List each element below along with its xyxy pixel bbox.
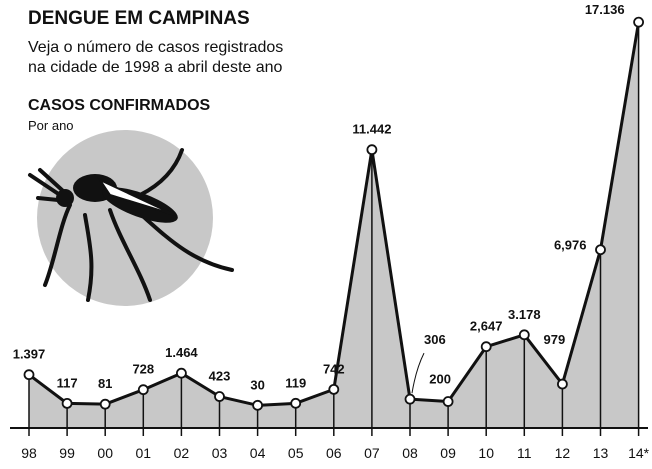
x-tick-label: 11 bbox=[517, 445, 532, 461]
point bbox=[444, 397, 453, 406]
point bbox=[558, 380, 567, 389]
x-tick-label: 03 bbox=[212, 445, 228, 461]
x-tick-label: 07 bbox=[364, 445, 380, 461]
value-label: 200 bbox=[429, 372, 451, 387]
value-label: 2,647 bbox=[470, 319, 503, 334]
point bbox=[215, 392, 224, 401]
point bbox=[139, 385, 148, 394]
value-label: 1.397 bbox=[13, 347, 46, 362]
point bbox=[329, 385, 338, 394]
x-tick-label: 08 bbox=[402, 445, 418, 461]
x-tick-label: 12 bbox=[555, 445, 571, 461]
value-label: 306 bbox=[424, 332, 446, 347]
x-tick-label: 09 bbox=[440, 445, 456, 461]
chart-title: DENGUE EM CAMPINAS bbox=[28, 8, 250, 29]
chart: DENGUE EM CAMPINAS Veja o número de caso… bbox=[0, 0, 652, 469]
x-tick-label: 04 bbox=[250, 445, 266, 461]
point bbox=[253, 401, 262, 410]
value-label: 728 bbox=[132, 362, 154, 377]
section-subtitle: Por ano bbox=[28, 118, 74, 133]
point bbox=[177, 369, 186, 378]
subtitle: Veja o número de casos registrados bbox=[28, 39, 283, 56]
point bbox=[406, 395, 415, 404]
point bbox=[596, 245, 605, 254]
mosquito-illustration bbox=[30, 130, 232, 306]
point bbox=[520, 330, 529, 339]
point bbox=[482, 342, 491, 351]
section-title: CASOS CONFIRMADOS bbox=[28, 97, 211, 114]
x-tick-label: 10 bbox=[478, 445, 494, 461]
value-label: 423 bbox=[209, 369, 231, 384]
value-label: 117 bbox=[57, 375, 78, 390]
x-tick-label: 02 bbox=[174, 445, 190, 461]
value-label: 742 bbox=[323, 361, 345, 376]
value-label: 30 bbox=[250, 377, 264, 392]
value-label: 11.442 bbox=[352, 122, 391, 137]
point bbox=[291, 399, 300, 408]
value-label: 6,976 bbox=[554, 238, 587, 253]
x-tick-label: 99 bbox=[59, 445, 75, 461]
value-label: 81 bbox=[98, 376, 112, 391]
subtitle: na cidade de 1998 a abril deste ano bbox=[28, 59, 283, 76]
x-tick-label: 13 bbox=[593, 445, 609, 461]
leader-line bbox=[412, 353, 424, 393]
point bbox=[367, 145, 376, 154]
point bbox=[101, 400, 110, 409]
point bbox=[25, 370, 34, 379]
x-tick-label: 98 bbox=[21, 445, 37, 461]
value-label: 1.464 bbox=[165, 345, 198, 360]
x-tick-label: 06 bbox=[326, 445, 342, 461]
point bbox=[634, 18, 643, 27]
x-tick-label: 14* bbox=[628, 445, 650, 461]
value-label: 3.178 bbox=[508, 307, 541, 322]
point bbox=[63, 399, 72, 408]
value-label: 17.136 bbox=[585, 2, 625, 17]
value-label: 979 bbox=[544, 332, 566, 347]
x-tick-label: 00 bbox=[97, 445, 113, 461]
x-tick-label: 01 bbox=[136, 445, 152, 461]
x-tick-label: 05 bbox=[288, 445, 304, 461]
value-label: 119 bbox=[285, 375, 306, 390]
